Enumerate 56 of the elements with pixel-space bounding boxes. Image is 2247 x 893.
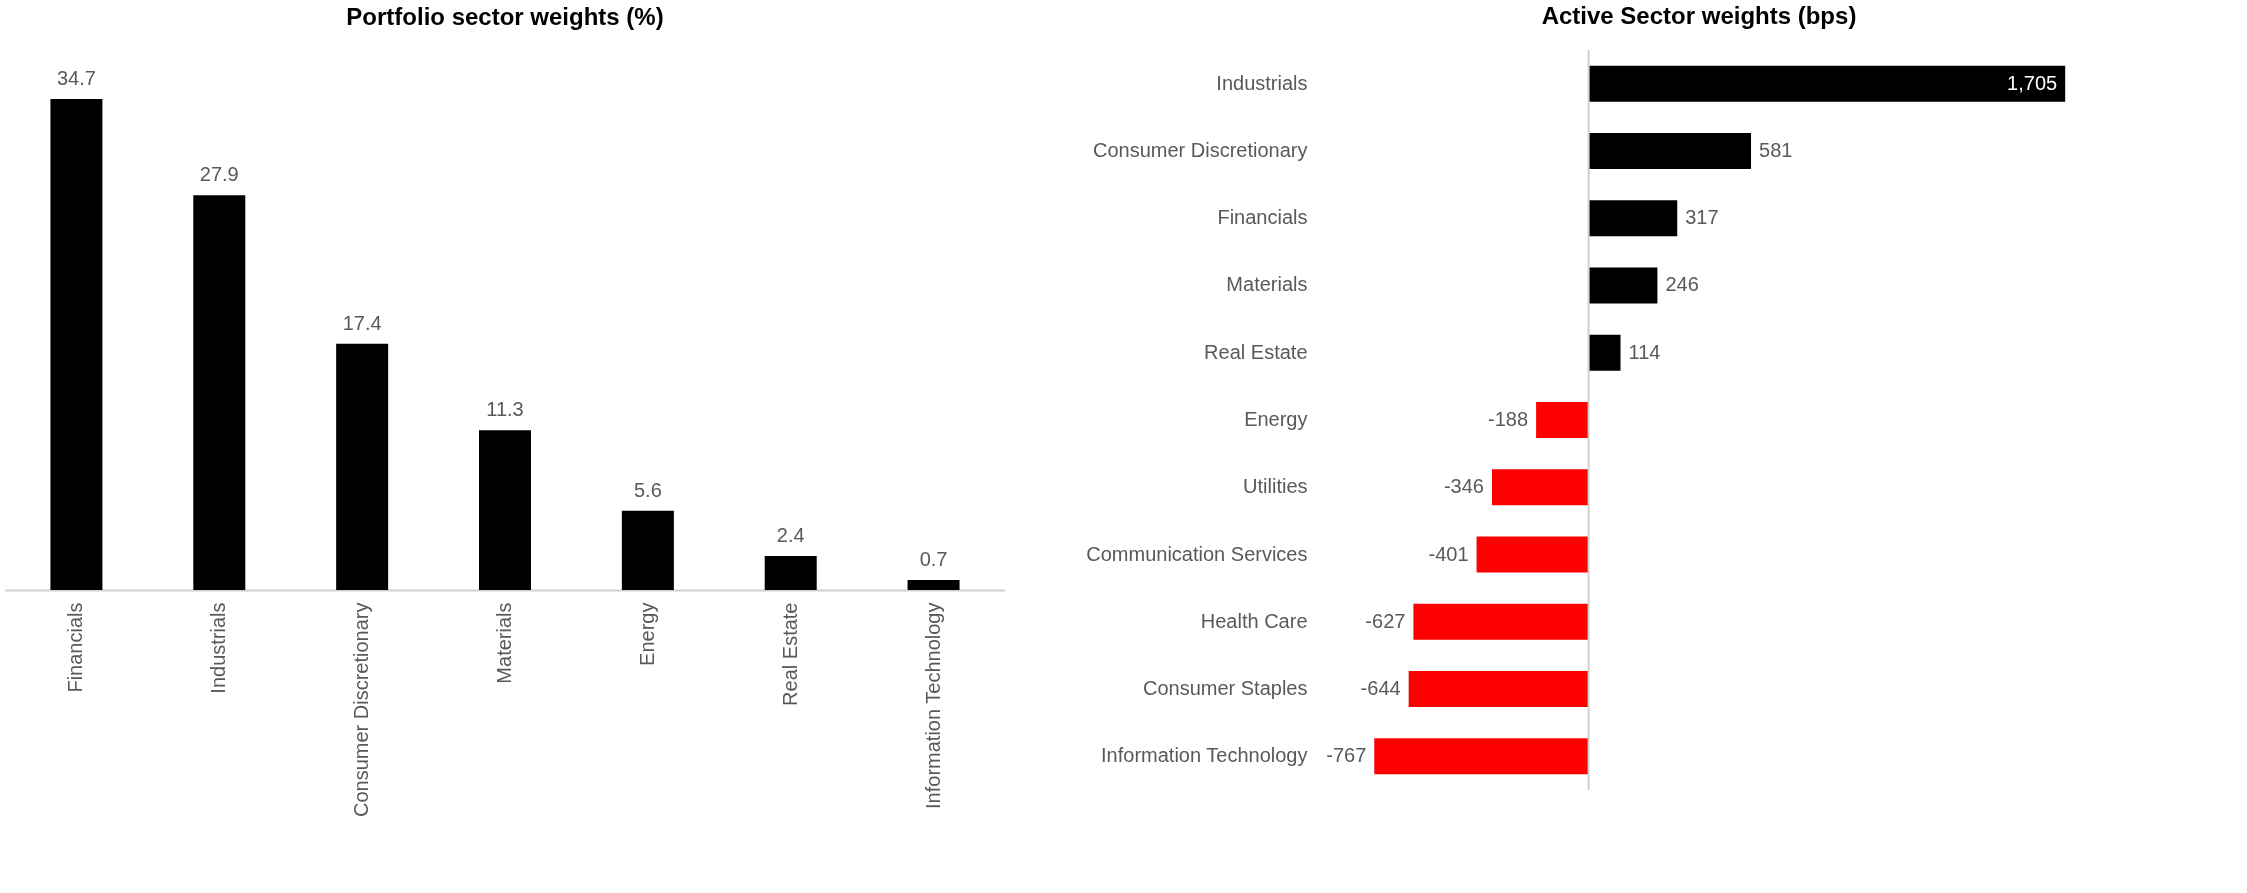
- y-tick-label: Information Technology: [1101, 744, 1308, 767]
- x-tick-label: Energy: [635, 602, 658, 666]
- x-tick-label: Financials: [64, 602, 87, 693]
- data-label: 2.4: [776, 524, 805, 547]
- y-tick-label: Consumer Staples: [1142, 677, 1308, 700]
- bar: [193, 195, 246, 590]
- bar: [1588, 267, 1658, 304]
- bar: [1536, 402, 1589, 438]
- x-tick-label: Information Technology: [921, 602, 944, 809]
- y-tick-label: Industrials: [1216, 71, 1308, 94]
- data-label: -627: [1365, 609, 1406, 632]
- data-label: 1,705: [2007, 71, 2058, 94]
- data-label: 27.9: [199, 163, 239, 186]
- bar: [479, 430, 531, 590]
- data-label: -401: [1428, 542, 1469, 565]
- bar: [764, 556, 817, 590]
- x-tick-label: Industrials: [207, 602, 230, 694]
- x-tick-label: Real Estate: [778, 602, 801, 706]
- bar: [1374, 738, 1589, 775]
- y-tick-label: Energy: [1244, 408, 1308, 430]
- y-tick-label: Real Estate: [1204, 340, 1308, 363]
- bar: [1588, 132, 1752, 169]
- y-tick-label: Materials: [1226, 273, 1308, 296]
- bar: [1491, 469, 1589, 506]
- bar: [336, 343, 389, 590]
- data-label: 581: [1759, 138, 1793, 161]
- bar: [1588, 200, 1678, 237]
- bar: [1588, 65, 2066, 102]
- data-label: -346: [1443, 475, 1484, 498]
- data-label: 11.3: [486, 398, 524, 421]
- bar: [50, 99, 103, 590]
- bar: [621, 510, 674, 590]
- chart-title: Portfolio sector weights (%): [346, 3, 664, 30]
- bar: [1413, 603, 1589, 640]
- y-tick-label: Communication Services: [1086, 542, 1308, 565]
- bar: [1408, 671, 1589, 708]
- bar: [1476, 536, 1589, 573]
- data-label: 34.7: [56, 67, 96, 90]
- data-label: 5.6: [633, 478, 662, 501]
- x-tick-label: Materials: [493, 602, 515, 684]
- data-label: -188: [1488, 408, 1529, 430]
- y-tick-label: Financials: [1217, 206, 1308, 229]
- data-label: 17.4: [342, 311, 382, 334]
- data-label: 0.7: [919, 548, 948, 571]
- bar: [907, 580, 960, 590]
- data-label: 114: [1628, 340, 1661, 363]
- data-label: -644: [1360, 677, 1401, 700]
- chart-title: Active Sector weights (bps): [1541, 2, 1857, 29]
- data-label: 246: [1665, 273, 1699, 296]
- y-tick-label: Consumer Discretionary: [1092, 138, 1308, 161]
- y-tick-label: Health Care: [1200, 609, 1308, 632]
- x-tick-label: Consumer Discretionary: [350, 602, 373, 818]
- bar: [1588, 334, 1621, 371]
- data-label: -767: [1326, 744, 1367, 767]
- y-tick-label: Utilities: [1243, 475, 1308, 498]
- data-label: 317: [1685, 206, 1719, 229]
